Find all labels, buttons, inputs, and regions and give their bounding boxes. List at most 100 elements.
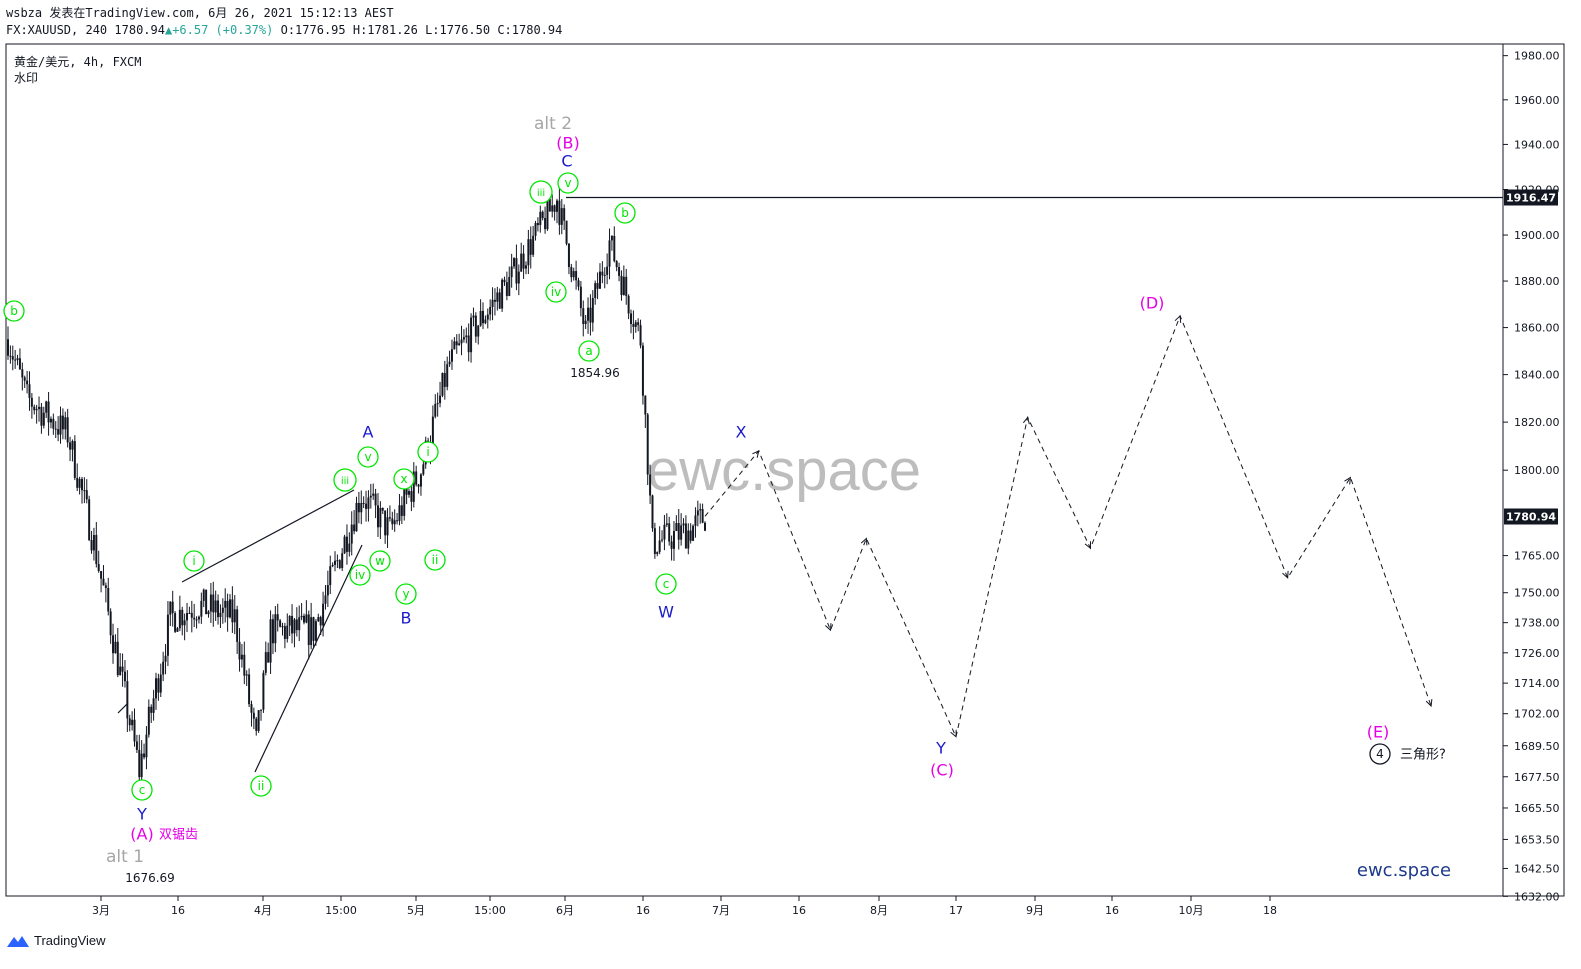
candle-body — [419, 474, 422, 487]
candle-body — [663, 524, 666, 540]
ohlc-line: FX:XAUUSD, 240 1780.94▲+6.57 (+0.37%) O:… — [6, 23, 562, 37]
projection-arrowhead — [1174, 314, 1182, 323]
candle-body — [14, 359, 17, 361]
candle-body — [598, 271, 601, 289]
candle-body — [386, 517, 389, 536]
candle-body — [651, 495, 654, 529]
candle-body — [181, 609, 184, 626]
candle-body — [582, 308, 585, 325]
candle-body — [295, 619, 298, 631]
candle-body — [620, 275, 623, 295]
candle-body — [35, 409, 38, 411]
candle-body — [71, 441, 74, 450]
candle-body — [240, 654, 243, 660]
candle-body — [532, 235, 535, 255]
wave-label: 1854.96 — [570, 366, 620, 380]
candle-body — [587, 307, 590, 321]
y-tick-label: 1642.50 — [1514, 862, 1560, 875]
candle-body — [369, 495, 372, 498]
projection-arrowhead — [1022, 416, 1030, 425]
candle-body — [186, 613, 189, 621]
projection-path[interactable] — [704, 314, 1433, 739]
candle-body — [544, 218, 547, 230]
publish-info: wsbza 发表在TradingView.com, 6月 26, 2021 15… — [6, 6, 394, 20]
y-tick-label: 1900.00 — [1514, 229, 1560, 242]
candle-body — [322, 603, 325, 626]
candle-body — [293, 619, 296, 634]
candle-body — [403, 487, 406, 516]
candle-body — [610, 235, 613, 241]
candle-body — [692, 525, 695, 541]
wedge-upper-line[interactable] — [181, 489, 355, 583]
wave-label-circle — [395, 583, 417, 605]
candle-body — [26, 380, 29, 385]
candle-body — [517, 271, 520, 284]
candle-body — [92, 535, 95, 551]
candle-body — [274, 614, 277, 644]
candle-body — [350, 524, 353, 544]
wave-label: C — [561, 152, 572, 171]
watermark-legend[interactable]: 水印 — [14, 71, 39, 85]
x-tick-label: 15:00 — [325, 904, 357, 917]
candle-body — [255, 718, 258, 731]
wave-label: 4 — [1376, 747, 1384, 761]
candle-body — [615, 261, 618, 268]
symbol-legend[interactable]: 黄金/美元, 4h, FXCM — [14, 55, 142, 69]
candle-body — [376, 505, 379, 528]
candle-body — [644, 395, 647, 415]
candle-body — [439, 395, 442, 404]
wave-label: alt 1 — [106, 847, 144, 867]
candle-body — [271, 619, 274, 644]
y-tick-label: 1860.00 — [1514, 322, 1560, 335]
candle-body — [453, 341, 456, 350]
candle-body — [567, 243, 570, 268]
y-tick-label: 1714.00 — [1514, 677, 1560, 690]
trendlines[interactable] — [117, 489, 363, 773]
candle-body — [649, 474, 652, 496]
candle-body — [319, 617, 322, 626]
candle-body — [305, 614, 308, 623]
change-value: +6.57 (+0.37%) — [172, 23, 274, 37]
candle-body — [16, 358, 19, 360]
wave-label-circle — [1369, 743, 1391, 765]
candle-body — [205, 589, 208, 615]
candle-body — [372, 493, 375, 496]
candle-body — [174, 613, 177, 632]
candle-body — [190, 612, 193, 618]
footer[interactable]: TradingView — [6, 933, 106, 948]
candle-body — [176, 628, 179, 632]
candle-body — [150, 706, 153, 713]
candle-body — [276, 614, 279, 621]
candle-body — [159, 674, 162, 693]
candle-body — [551, 205, 554, 212]
wave-label: ii — [258, 779, 265, 793]
candle-body — [365, 503, 368, 509]
candle-body — [217, 600, 220, 618]
up-triangle-icon: ▲ — [164, 23, 173, 37]
candle-body — [639, 325, 642, 346]
candle-body — [9, 355, 12, 357]
candle-body — [415, 471, 418, 485]
candle-body — [467, 335, 470, 353]
wave-label-circle — [424, 549, 446, 571]
wave-label-circle — [131, 779, 153, 801]
y-tick-label: 1820.00 — [1514, 416, 1560, 429]
projection-polyline[interactable] — [704, 314, 1432, 739]
candle-body — [632, 323, 635, 327]
candle-body — [661, 539, 664, 541]
candle-body — [116, 641, 119, 676]
candle-body — [400, 505, 403, 516]
wedge-lower-line[interactable] — [254, 544, 363, 773]
candle-body — [589, 307, 592, 323]
candle-body — [479, 310, 482, 326]
candle-body — [76, 477, 79, 488]
x-tick-label: 10月 — [1179, 904, 1204, 917]
short-trend-line[interactable] — [117, 702, 129, 714]
candle-body — [534, 223, 537, 236]
x-tick-label: 5月 — [407, 904, 425, 917]
wave-label-circle — [417, 441, 439, 463]
y-tick-label: 1702.00 — [1514, 708, 1560, 721]
candle-body — [462, 337, 465, 340]
candle-body — [560, 208, 563, 225]
